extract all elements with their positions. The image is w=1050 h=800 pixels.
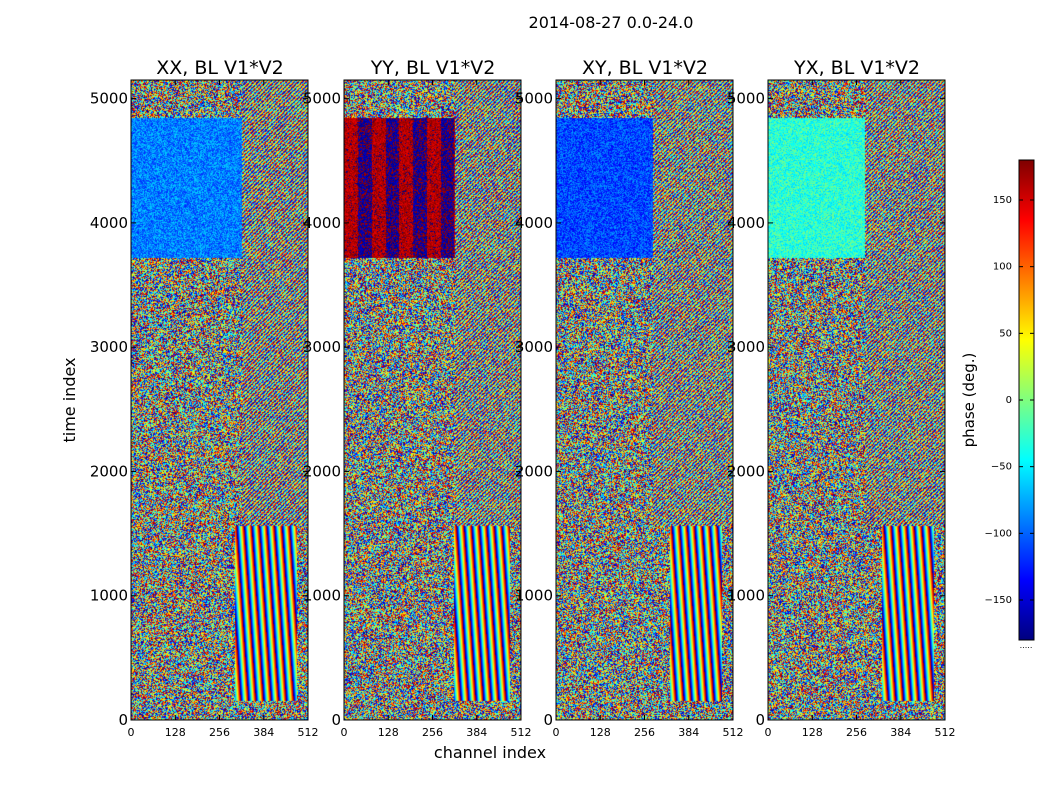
y-tick-label: 2000 — [515, 462, 553, 480]
y-tick-label: 5000 — [727, 90, 765, 108]
x-tick-label: 0 — [128, 726, 135, 739]
y-tick-label: 3000 — [90, 338, 128, 356]
panel-title: YY, BL V1*V2 — [370, 57, 496, 79]
heatmap-image — [768, 80, 945, 720]
axes-ticks: 0 128 256 384 512 0 1000 2000 3000 4000 5000 — [727, 80, 956, 739]
figure-title: 2014-08-27 0.0-24.0 — [529, 13, 694, 32]
y-tick-label: 1000 — [515, 587, 553, 605]
y-tick-label: 0 — [331, 711, 341, 729]
y-axis-label: time index — [60, 357, 79, 442]
x-tick-label: 0 — [341, 726, 348, 739]
y-tick-label: 5000 — [90, 90, 128, 108]
x-tick-label: 512 — [511, 726, 532, 739]
y-tick-label: 0 — [755, 711, 765, 729]
x-tick-label: 384 — [253, 726, 274, 739]
panel-title: XX, BL V1*V2 — [156, 57, 283, 79]
colorbar-label: phase (deg.) — [960, 353, 978, 448]
y-tick-label: 2000 — [303, 462, 341, 480]
axes-ticks: 0 128 256 384 512 0 1000 2000 3000 4000 5000 — [303, 80, 532, 739]
x-tick-label: 128 — [378, 726, 399, 739]
y-tick-label: 2000 — [727, 462, 765, 480]
y-tick-label: 2000 — [90, 462, 128, 480]
heatmap-image — [556, 80, 733, 720]
x-tick-label: 128 — [590, 726, 611, 739]
y-tick-label: 0 — [118, 711, 128, 729]
x-tick-label: 256 — [634, 726, 655, 739]
x-tick-label: 512 — [935, 726, 956, 739]
y-tick-label: 5000 — [303, 90, 341, 108]
y-tick-label: 1000 — [90, 587, 128, 605]
colorbar-tick-label: −150 — [985, 595, 1012, 606]
panel-xx: XX, BL V1*V2 0 128 256 384 512 0 1000 2000 3000 4… — [90, 57, 319, 739]
colorbar-tick-label: −50 — [991, 462, 1012, 473]
panel-title: XY, BL V1*V2 — [582, 57, 708, 79]
x-axis-label: channel index — [434, 743, 546, 762]
axes-ticks: 0 128 256 384 512 0 1000 2000 3000 4000 5000 — [515, 80, 744, 739]
axes-ticks: 0 128 256 384 512 0 1000 2000 3000 4000 5000 — [90, 80, 319, 739]
x-tick-label: 384 — [678, 726, 699, 739]
colorbar: −150 −100 −50 0 50 100 150 phase (deg.) ..... — [960, 159, 1035, 650]
y-tick-label: 3000 — [515, 338, 553, 356]
panel-xy: XY, BL V1*V2 0 128 256 384 512 0 1000 2000 3000 4… — [515, 57, 744, 739]
y-tick-label: 4000 — [303, 214, 341, 232]
colorbar-tick-label: 50 — [999, 328, 1012, 339]
x-tick-label: 0 — [765, 726, 772, 739]
x-tick-label: 256 — [846, 726, 867, 739]
y-tick-label: 1000 — [727, 587, 765, 605]
x-tick-label: 256 — [209, 726, 230, 739]
colorbar-tick-label: 0 — [1006, 395, 1012, 406]
x-tick-label: 384 — [466, 726, 487, 739]
colorbar-ticks: −150 −100 −50 0 50 100 150 — [985, 195, 1034, 606]
y-tick-label: 3000 — [727, 338, 765, 356]
colorbar-tick-label: −100 — [985, 528, 1012, 539]
panel-yx: YX, BL V1*V2 0 128 256 384 512 0 1000 2000 3000 4… — [727, 57, 956, 739]
heatmap-image — [131, 80, 308, 720]
x-tick-label: 256 — [422, 726, 443, 739]
x-tick-label: 128 — [802, 726, 823, 739]
x-tick-label: 512 — [298, 726, 319, 739]
x-tick-label: 512 — [723, 726, 744, 739]
x-tick-label: 0 — [553, 726, 560, 739]
y-tick-label: 3000 — [303, 338, 341, 356]
y-tick-label: 1000 — [303, 587, 341, 605]
heatmap-image — [344, 80, 521, 720]
y-tick-label: 0 — [543, 711, 553, 729]
y-tick-label: 4000 — [515, 214, 553, 232]
colorbar-tick-label: 100 — [993, 262, 1012, 273]
colorbar-tick-label: 150 — [993, 195, 1012, 206]
y-tick-label: 4000 — [727, 214, 765, 232]
x-tick-label: 384 — [890, 726, 911, 739]
y-tick-label: 4000 — [90, 214, 128, 232]
y-tick-label: 5000 — [515, 90, 553, 108]
panel-title: YX, BL V1*V2 — [793, 57, 920, 79]
x-tick-label: 128 — [165, 726, 186, 739]
panel-yy: YY, BL V1*V2 0 128 256 384 512 0 1000 2000 3000 4… — [303, 57, 532, 739]
colorbar-footnote: ..... — [1020, 641, 1033, 650]
